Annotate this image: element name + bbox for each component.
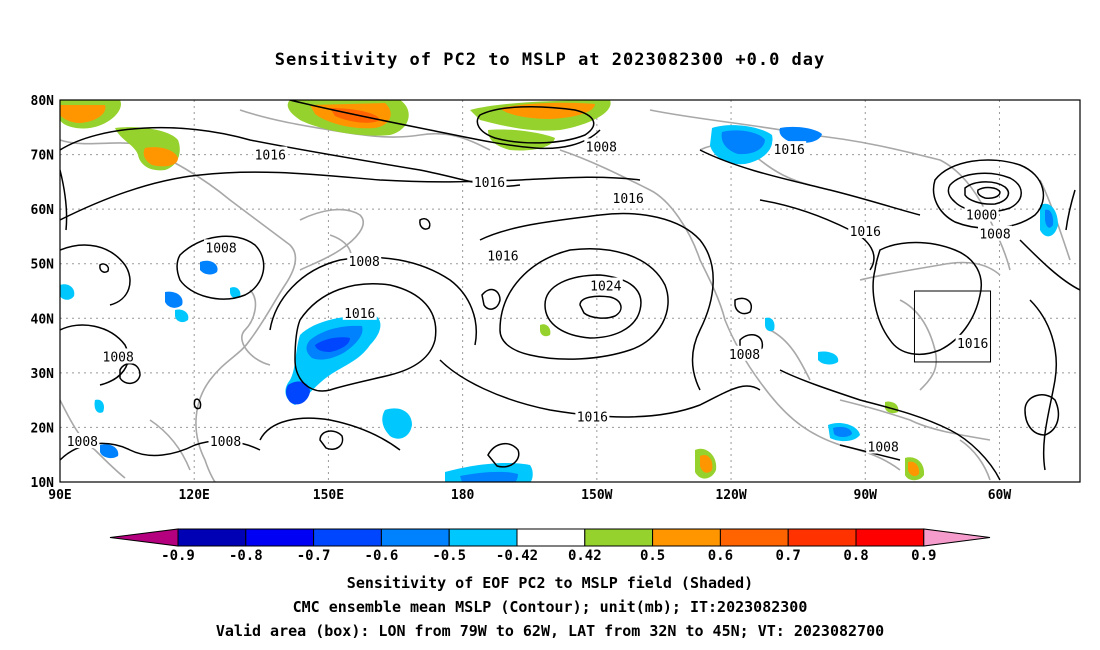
contour-label: 1008 — [67, 435, 98, 450]
colorbar-label: -0.5 — [432, 548, 466, 564]
contour-label: 1016 — [255, 149, 286, 164]
colorbar-box — [448, 528, 518, 547]
mslp-contours — [60, 100, 1080, 481]
contour-label-bg — [575, 408, 610, 424]
lat-label: 30N — [31, 367, 55, 382]
lon-label: 90W — [854, 488, 878, 503]
contour-label-bg — [772, 141, 807, 157]
lat-label: 20N — [31, 421, 55, 436]
colorbar-box — [855, 528, 925, 547]
sensitivity-shading — [60, 100, 1058, 482]
contour-label-bg — [866, 438, 901, 454]
coastlines — [60, 109, 1071, 482]
contour-label-bg — [727, 345, 762, 361]
contour-label-bg — [101, 348, 136, 364]
contour-label-bg — [964, 206, 999, 222]
colorbar-label: -0.7 — [297, 548, 331, 564]
contour-label: 1024 — [590, 280, 621, 295]
colorbar-labels: -0.9 -0.8 -0.7 -0.6 -0.5 -0.42 0.42 0.5 0.6 0.7 0.… — [161, 548, 936, 564]
contour-label-bg — [253, 146, 288, 162]
lon-label: 60W — [988, 488, 1012, 503]
colorbar-box — [719, 528, 789, 547]
lat-label: 70N — [31, 149, 55, 164]
map-frame — [59, 99, 1081, 483]
contour-label: 1016 — [344, 307, 375, 322]
colorbar-arrow-right — [923, 528, 991, 547]
colorbar-box — [652, 528, 721, 547]
contour-label: 1000 — [966, 209, 997, 224]
lon-label: 150E — [313, 488, 344, 503]
caption-line-2: CMC ensemble mean MSLP (Contour); unit(m… — [292, 598, 808, 616]
colorbar-label: -0.8 — [229, 548, 263, 564]
contour-label-bg — [588, 277, 623, 293]
contour-label: 1008 — [103, 350, 134, 365]
caption-line-3: Valid area (box): LON from 79W to 62W, L… — [215, 622, 885, 640]
colorbar-box — [177, 528, 247, 547]
colorbar-label: 0.5 — [640, 548, 665, 564]
contour-label-bg — [208, 433, 243, 449]
lat-label: 40N — [31, 312, 55, 327]
lon-label: 120W — [715, 488, 746, 503]
contour-label-bg — [485, 247, 520, 263]
lat-label: 80N — [31, 94, 55, 109]
contour-label: 1016 — [774, 143, 805, 158]
contour-label-bg — [978, 225, 1012, 241]
contour-label: 1016 — [850, 225, 881, 240]
page-title: Sensitivity of PC2 to MSLP at 2023082300… — [274, 50, 826, 70]
contour-labels: 1016 1016 1008 1016 1016 1016 1000 1008 1008 1008… — [65, 138, 1012, 456]
colorbar-label: -0.6 — [365, 548, 399, 564]
contour-label-bg — [472, 173, 507, 189]
lat-label: 50N — [31, 258, 55, 273]
contour-label: 1016 — [577, 411, 608, 426]
colorbar-box — [313, 528, 382, 547]
contour-label: 1016 — [957, 337, 988, 352]
contour-label: 1008 — [868, 441, 899, 456]
lat-label: 10N — [31, 476, 55, 491]
contour-label: 1016 — [613, 192, 644, 207]
colorbar-label: 0.8 — [843, 548, 868, 564]
lon-label: 180 — [451, 488, 475, 503]
colorbar-arrow-left — [109, 528, 179, 547]
contour-label-bg — [955, 334, 990, 350]
colorbar-label: 0.9 — [911, 548, 936, 564]
contour-label-bg — [65, 433, 100, 449]
colorbar-box — [516, 528, 586, 547]
valid-area-box — [913, 290, 992, 363]
contour-label: 1008 — [979, 228, 1010, 243]
lon-label: 120E — [179, 488, 210, 503]
contour-label: 1008 — [586, 140, 617, 155]
colorbar-label: -0.42 — [496, 548, 538, 564]
longitude-labels: 90E 120E 150E 180 150W 120W 90W 60W — [48, 488, 1011, 503]
lon-label: 150W — [581, 488, 612, 503]
latitude-labels: 80N 70N 60N 50N 40N 30N 20N 10N — [31, 94, 55, 491]
colorbar-label: 0.6 — [708, 548, 733, 564]
lat-label: 60N — [31, 203, 55, 218]
contour-label: 1008 — [349, 255, 380, 270]
colorbar-box — [787, 528, 857, 547]
lon-label: 90E — [48, 488, 71, 503]
contour-label: 1008 — [729, 348, 760, 363]
contour-label-bg — [204, 239, 239, 255]
contour-label: 1016 — [487, 250, 518, 265]
colorbar-box — [584, 528, 654, 547]
colorbar-box — [380, 528, 450, 547]
colorbar — [109, 528, 991, 547]
contour-label-bg — [584, 138, 619, 154]
contour-label: 1008 — [205, 241, 236, 256]
contour-label-bg — [848, 222, 883, 238]
colorbar-label: 0.42 — [568, 548, 602, 564]
contour-label: 1016 — [474, 176, 505, 191]
caption-line-1: Sensitivity of EOF PC2 to MSLP field (Sh… — [346, 574, 754, 592]
map-gridlines — [60, 100, 1080, 482]
contour-label-bg — [342, 304, 377, 320]
contour-label-bg — [611, 190, 646, 206]
colorbar-box — [245, 528, 315, 547]
colorbar-label: 0.7 — [776, 548, 801, 564]
contour-label-bg — [347, 252, 382, 268]
colorbar-label: -0.9 — [161, 548, 195, 564]
contour-label: 1008 — [210, 435, 241, 450]
